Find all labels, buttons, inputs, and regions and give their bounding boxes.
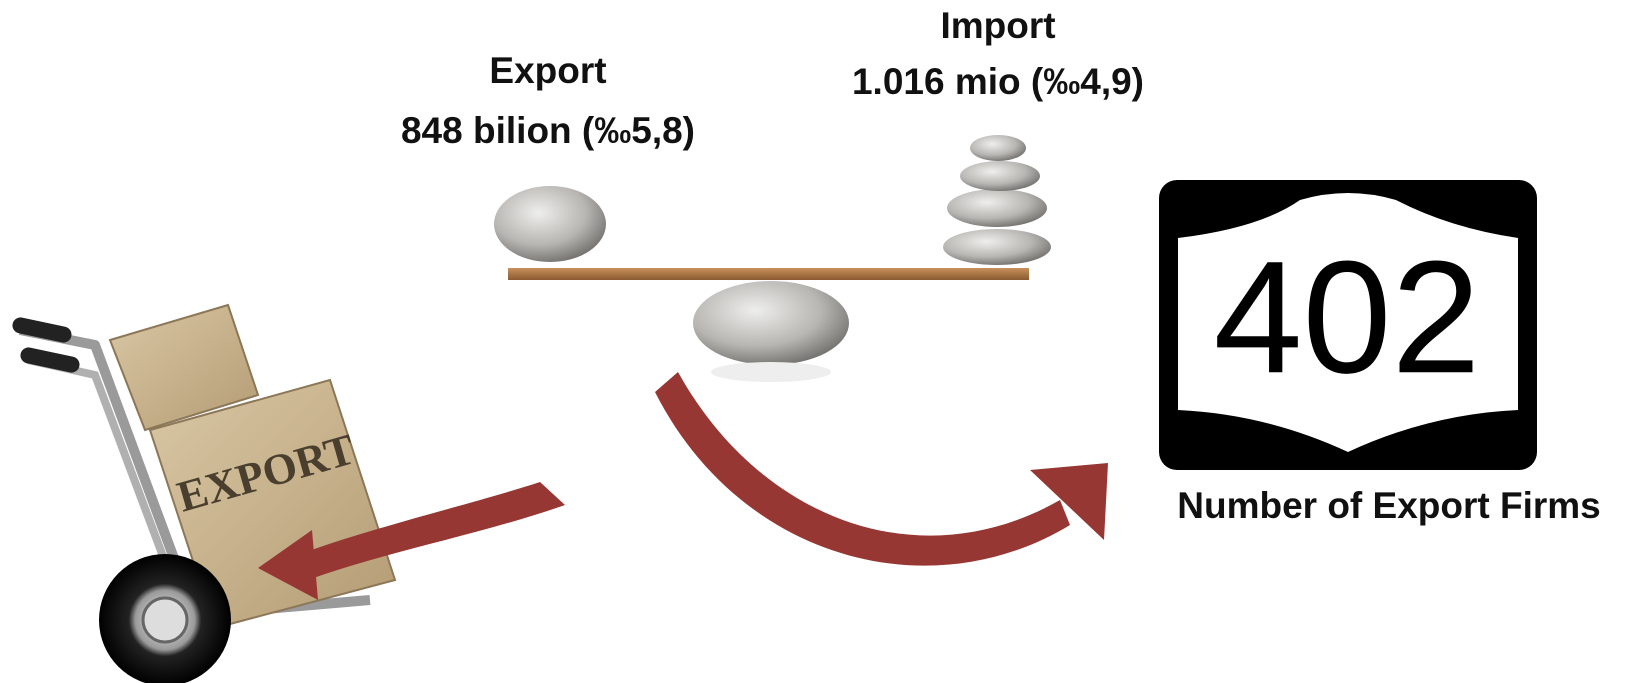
hand-truck: EXPORT [11,305,395,683]
stone [970,135,1026,161]
stone [947,189,1047,227]
export-value: 848 bilion (‰5,8) [401,110,695,151]
stone [494,186,606,262]
page: {"export": {"title": "Export", "value": … [0,0,1637,683]
stone [943,229,1051,265]
stone [693,281,849,365]
firm-count: 402 [1214,227,1481,406]
arrow-right [655,372,1070,566]
stone [960,161,1040,191]
balance-scale [494,135,1051,382]
export-title: Export [489,50,606,91]
import-title: Import [940,5,1055,46]
board [508,268,1029,280]
route-sign: 402 [1159,180,1537,470]
infographic: Export 848 bilion (‰5,8) Import 1.016 mi… [0,0,1637,683]
shadow [711,362,831,382]
firm-caption: Number of Export Firms [1177,485,1601,526]
import-value: 1.016 mio (‰4,9) [852,61,1144,102]
